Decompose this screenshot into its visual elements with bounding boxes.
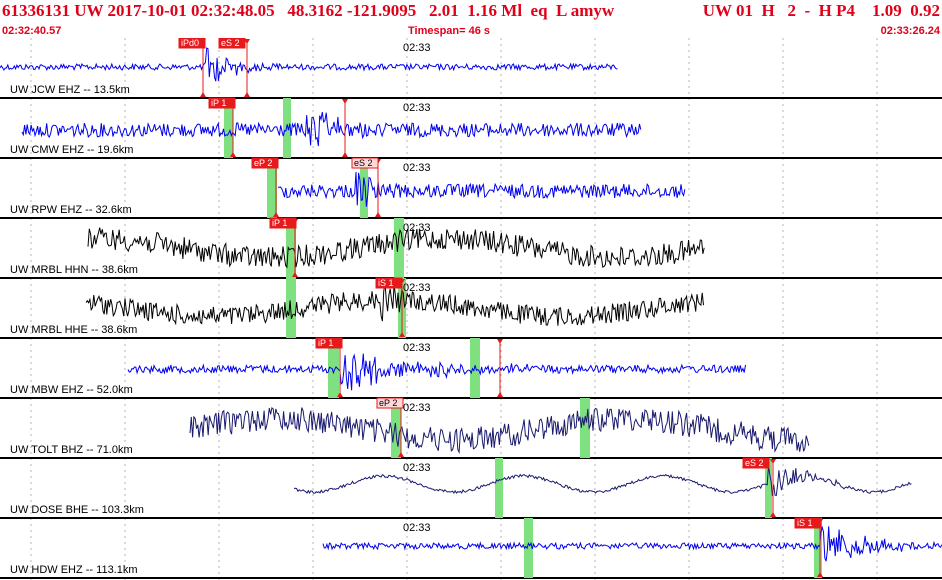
analysis-window bbox=[765, 458, 772, 518]
phase-pick[interactable]: iP 1 bbox=[269, 217, 297, 229]
trace-row[interactable]: 02:33 UW MRBL HHN -- 38.6km iP 1 bbox=[0, 217, 942, 279]
time-mark: 02:33 bbox=[403, 222, 431, 234]
seismogram-panel[interactable]: 02:33 UW JCW EHZ -- 13.5km iPd0 eS 2 02:33 UW… bbox=[0, 38, 942, 580]
waveform bbox=[277, 171, 686, 207]
time-mark: 02:33 bbox=[403, 342, 431, 354]
station-label: UW TOLT BHZ -- 71.0km bbox=[10, 444, 133, 456]
trace-row[interactable]: 02:33 UW JCW EHZ -- 13.5km iPd0 eS 2 bbox=[0, 38, 942, 99]
phase-pick[interactable]: iS 1 bbox=[794, 517, 822, 529]
timespan: Timespan= 46 s bbox=[408, 25, 491, 37]
svg-text:eP 2: eP 2 bbox=[254, 158, 272, 168]
analysis-window bbox=[286, 218, 296, 278]
svg-text:eS 2: eS 2 bbox=[745, 458, 764, 468]
time-mark: 02:33 bbox=[403, 462, 431, 474]
phase-pick[interactable]: eP 2 bbox=[376, 397, 404, 409]
time-mark: 02:33 bbox=[403, 402, 431, 414]
phase-pick[interactable]: eS 2 bbox=[351, 157, 379, 169]
trace-row[interactable]: 02:33 UW DOSE BHE -- 103.3km eS 2 bbox=[0, 457, 942, 519]
svg-text:eP 2: eP 2 bbox=[379, 398, 397, 408]
station-label: UW DOSE BHE -- 103.3km bbox=[10, 504, 144, 516]
analysis-window bbox=[267, 158, 277, 218]
phase-pick[interactable]: eS 2 bbox=[218, 38, 246, 49]
trace-row[interactable]: 02:33 UW CMW EHZ -- 19.6km iP 1 bbox=[0, 97, 942, 159]
time-mark: 02:33 bbox=[403, 102, 431, 114]
station-label: UW RPW EHZ -- 32.6km bbox=[10, 204, 132, 216]
trace-row[interactable]: 02:33 UW RPW EHZ -- 32.6km eP 2 eS 2 bbox=[0, 157, 942, 219]
waveform bbox=[87, 227, 705, 269]
station-label: UW MBW EHZ -- 52.0km bbox=[10, 384, 133, 396]
station-label: UW MRBL HHE -- 38.6km bbox=[10, 324, 137, 336]
analysis-window bbox=[283, 98, 291, 158]
svg-text:eS 2: eS 2 bbox=[354, 158, 373, 168]
analysis-window bbox=[470, 338, 480, 398]
analysis-window bbox=[495, 458, 503, 518]
event-summary: 61336131 UW 2017-10-01 02:32:48.05 48.31… bbox=[2, 1, 615, 20]
event-quality: UW 01 H 2 - H P4 1.09 0.92 bbox=[702, 1, 940, 20]
waveform bbox=[189, 407, 810, 455]
analysis-window bbox=[360, 158, 368, 218]
event-header: 61336131 UW 2017-10-01 02:32:48.05 48.31… bbox=[0, 0, 942, 38]
analysis-window bbox=[224, 98, 233, 158]
svg-text:iP 1: iP 1 bbox=[211, 98, 226, 108]
analysis-window bbox=[814, 518, 822, 578]
waveform bbox=[293, 466, 912, 497]
phase-pick[interactable]: iP 1 bbox=[315, 337, 343, 349]
phase-pick[interactable]: iPd0 bbox=[178, 38, 206, 49]
time-mark: 02:33 bbox=[403, 282, 431, 294]
station-label: UW JCW EHZ -- 13.5km bbox=[10, 84, 130, 96]
svg-text:iP 1: iP 1 bbox=[272, 218, 287, 228]
time-mark: 02:33 bbox=[403, 42, 431, 54]
trace-row[interactable]: 02:33 UW TOLT BHZ -- 71.0km eP 2 bbox=[0, 397, 942, 459]
analysis-window bbox=[524, 518, 533, 578]
waveform bbox=[127, 353, 746, 391]
waveform bbox=[0, 47, 618, 82]
time-mark: 02:33 bbox=[403, 162, 431, 174]
end-time: 02:33:26.24 bbox=[880, 25, 940, 37]
trace-row[interactable]: 02:33 UW MBW EHZ -- 52.0km iP 1 bbox=[0, 337, 942, 399]
waveform bbox=[322, 525, 942, 562]
phase-pick[interactable]: iS 1 bbox=[375, 277, 403, 289]
analysis-window bbox=[394, 218, 404, 278]
phase-pick[interactable]: eP 2 bbox=[251, 157, 279, 169]
svg-text:iP 1: iP 1 bbox=[318, 338, 333, 348]
svg-text:eS 2: eS 2 bbox=[221, 38, 240, 48]
phase-pick[interactable]: iP 1 bbox=[208, 97, 236, 109]
time-mark: 02:33 bbox=[403, 522, 431, 534]
waveform bbox=[85, 282, 704, 326]
svg-text:iS 1: iS 1 bbox=[797, 518, 813, 528]
svg-text:iPd0: iPd0 bbox=[181, 38, 199, 48]
start-time: 02:32:40.57 bbox=[2, 25, 62, 37]
trace-row[interactable]: 02:33 UW HDW EHZ -- 113.1km iS 1 bbox=[0, 517, 942, 579]
svg-text:iS 1: iS 1 bbox=[378, 278, 394, 288]
waveform bbox=[21, 112, 642, 147]
phase-pick[interactable]: eS 2 bbox=[742, 457, 770, 469]
analysis-window bbox=[580, 398, 590, 458]
station-label: UW MRBL HHN -- 38.6km bbox=[10, 264, 138, 276]
station-label: UW CMW EHZ -- 19.6km bbox=[10, 144, 133, 156]
analysis-window bbox=[328, 338, 339, 398]
station-label: UW HDW EHZ -- 113.1km bbox=[10, 564, 138, 576]
